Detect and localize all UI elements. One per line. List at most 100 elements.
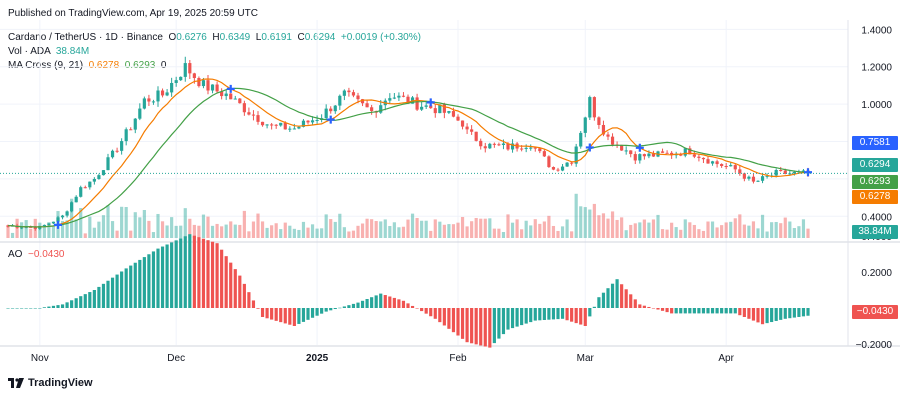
candle-body xyxy=(20,227,24,229)
volume-bar xyxy=(233,224,237,238)
ao-bar xyxy=(183,236,187,308)
candle-body xyxy=(633,154,637,161)
volume-bar xyxy=(529,225,533,238)
candle-body xyxy=(310,120,315,123)
ao-bar xyxy=(270,308,274,320)
ao-bar xyxy=(279,308,283,323)
volume-bar xyxy=(592,203,596,238)
ao-bar xyxy=(120,271,124,308)
candle-body xyxy=(60,215,65,218)
candle-body xyxy=(406,96,410,104)
ao-bar xyxy=(15,308,19,309)
candle-body xyxy=(606,134,610,137)
volume-bar xyxy=(342,227,346,238)
volume-bar xyxy=(779,223,783,238)
ao-bar xyxy=(420,308,424,312)
candle-body xyxy=(101,170,106,176)
ao-bar xyxy=(433,308,437,319)
candle-body xyxy=(629,150,633,155)
volume-bar xyxy=(29,228,33,238)
candle-body xyxy=(106,157,110,171)
volume-bar xyxy=(770,222,774,238)
volume-bar xyxy=(674,227,678,238)
ao-bar xyxy=(679,308,683,314)
ao-bar xyxy=(79,296,83,308)
candle-body xyxy=(547,156,551,168)
ao-bar xyxy=(60,304,65,308)
candle-body xyxy=(483,146,487,149)
candle-body xyxy=(297,126,301,129)
volume-bar xyxy=(151,232,156,238)
ao-bar xyxy=(160,246,165,308)
candle-body xyxy=(765,175,769,177)
candle-body xyxy=(120,141,124,151)
volume-bar xyxy=(120,206,124,238)
volume-bar xyxy=(420,220,424,238)
ao-bar xyxy=(801,308,806,317)
volume-bar xyxy=(156,213,160,238)
volume-bar xyxy=(320,228,324,238)
volume-bar xyxy=(124,207,128,238)
candle-body xyxy=(83,187,87,189)
candle-body xyxy=(724,166,728,168)
volume-bar xyxy=(738,214,742,238)
ao-bar xyxy=(615,279,619,308)
volume-bar xyxy=(565,219,569,238)
ao-bar xyxy=(710,308,715,314)
candle-body xyxy=(170,82,174,93)
candle-body xyxy=(579,132,583,147)
ao-bar xyxy=(156,248,160,308)
ao-bar xyxy=(806,308,810,316)
volume-bar xyxy=(642,219,646,238)
ao-bar xyxy=(788,308,792,319)
candle-body xyxy=(570,162,574,164)
volume-bar xyxy=(260,221,265,238)
candle-body xyxy=(379,105,383,113)
ao-bar xyxy=(206,240,210,308)
candle-body xyxy=(197,78,201,87)
ao-bar xyxy=(260,308,265,317)
close-value: 0.6294 xyxy=(304,32,336,43)
volume-bar xyxy=(60,220,65,238)
ao-bar xyxy=(74,298,78,308)
ao-value: −0.0430 xyxy=(28,249,65,260)
volume-bar xyxy=(215,223,219,238)
volume-bar xyxy=(6,224,10,238)
candle-body xyxy=(542,151,546,157)
volume-bar xyxy=(365,218,369,238)
ao-bar xyxy=(792,308,796,318)
ao-bar xyxy=(356,302,360,308)
ao-bar xyxy=(47,306,51,308)
ao-bar xyxy=(374,295,378,308)
candle-body xyxy=(779,170,783,172)
ao-bar xyxy=(370,297,374,308)
volume-bar xyxy=(588,209,592,238)
volume-bar xyxy=(256,213,260,238)
volume-bar xyxy=(165,225,169,238)
volume-bar xyxy=(460,216,465,238)
volume-bar xyxy=(301,221,306,238)
volume-bar xyxy=(729,221,733,238)
candle-body xyxy=(351,92,356,96)
volume-bar xyxy=(92,227,96,238)
volume-bar xyxy=(574,193,578,238)
ao-bar xyxy=(97,286,101,308)
ao-bar xyxy=(738,308,742,316)
ao-bar xyxy=(65,302,69,308)
candle-body xyxy=(347,90,351,93)
symbol-title: Cardano / TetherUS · 1D · Binance xyxy=(8,32,163,43)
ao-bar xyxy=(365,299,369,308)
ao-bar xyxy=(415,308,419,309)
volume-bar xyxy=(783,217,787,238)
ao-bar xyxy=(397,299,401,308)
volume-bar xyxy=(201,214,206,238)
tradingview-logo[interactable]: TradingView xyxy=(8,377,93,389)
volume-bar xyxy=(597,215,601,238)
ao-bar xyxy=(774,308,778,321)
ao-bar xyxy=(42,307,46,308)
volume-bar xyxy=(183,208,187,238)
ao-bar xyxy=(656,308,660,310)
candle-body xyxy=(433,108,437,114)
high-value: 0.6349 xyxy=(219,32,251,43)
